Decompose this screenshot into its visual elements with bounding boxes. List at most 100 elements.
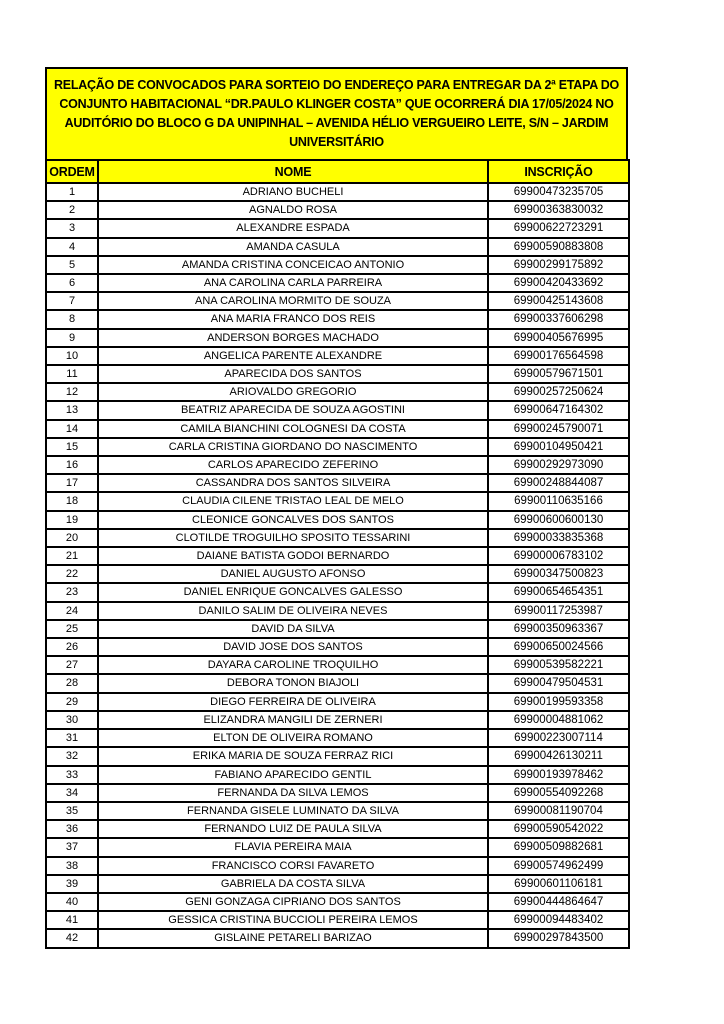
nome-cell: ERIKA MARIA DE SOUZA FERRAZ RICI	[97, 746, 489, 767]
table-row: 39 GABRIELA DA COSTA SILVA 6990060110618…	[45, 873, 630, 894]
nome-cell: CARLA CRISTINA GIORDANO DO NASCIMENTO	[97, 436, 489, 458]
table-row: 5 AMANDA CRISTINA CONCEICAO ANTONIO 6990…	[45, 254, 630, 276]
table-row: 20 CLOTILDE TROGUILHO SPOSITO TESSARINI …	[45, 527, 630, 549]
ordem-cell: 22	[45, 564, 99, 585]
ordem-cell: 40	[45, 891, 99, 913]
inscricao-cell: 69900473235705	[487, 181, 630, 203]
convocados-sheet: RELAÇÃO DE CONVOCADOS PARA SORTEIO DO EN…	[45, 67, 630, 949]
nome-cell: DAYARA CAROLINE TROQUILHO	[97, 655, 489, 676]
inscricao-cell: 69900299175892	[487, 254, 630, 276]
table-row: 34 FERNANDA DA SILVA LEMOS 6990055409226…	[45, 782, 630, 803]
inscricao-cell: 69900650024566	[487, 637, 630, 658]
inscricao-cell: 69900193978462	[487, 764, 630, 785]
ordem-cell: 41	[45, 910, 99, 931]
ordem-cell: 3	[45, 218, 99, 239]
nome-cell: ANA CAROLINA MORMITO DE SOUZA	[97, 291, 489, 312]
ordem-cell: 20	[45, 527, 99, 549]
inscricao-cell: 69900199593358	[487, 691, 630, 712]
table-row: 10 ANGELICA PARENTE ALEXANDRE 6990017656…	[45, 345, 630, 367]
ordem-cell: 11	[45, 364, 99, 385]
ordem-cell: 29	[45, 691, 99, 712]
ordem-cell: 6	[45, 273, 99, 294]
ordem-cell: 4	[45, 236, 99, 257]
ordem-cell: 34	[45, 782, 99, 803]
ordem-cell: 5	[45, 254, 99, 276]
ordem-cell: 31	[45, 728, 99, 749]
nome-cell: BEATRIZ APARECIDA DE SOUZA AGOSTINI	[97, 400, 489, 421]
inscricao-cell: 69900094483402	[487, 910, 630, 931]
table-header: ORDEM NOME INSCRIÇÃO	[45, 159, 630, 184]
nome-cell: ADRIANO BUCHELI	[97, 181, 489, 203]
nome-cell: FLAVIA PEREIRA MAIA	[97, 837, 489, 858]
ordem-cell: 42	[45, 928, 99, 949]
table-row: 17 CASSANDRA DOS SANTOS SILVEIRA 6990024…	[45, 473, 630, 494]
nome-cell: ANA CAROLINA CARLA PARREIRA	[97, 273, 489, 294]
ordem-cell: 32	[45, 746, 99, 767]
table-row: 16 CARLOS APARECIDO ZEFERINO 69900292973…	[45, 455, 630, 476]
nome-cell: GISLAINE PETARELI BARIZAO	[97, 928, 489, 949]
column-header-inscricao: INSCRIÇÃO	[487, 159, 630, 184]
nome-cell: GESSICA CRISTINA BUCCIOLI PEREIRA LEMOS	[97, 910, 489, 931]
nome-cell: APARECIDA DOS SANTOS	[97, 364, 489, 385]
ordem-cell: 8	[45, 309, 99, 330]
table-row: 2 AGNALDO ROSA 69900363830032	[45, 200, 630, 221]
inscricao-cell: 69900337606298	[487, 309, 630, 330]
nome-cell: ELTON DE OLIVEIRA ROMANO	[97, 728, 489, 749]
table-row: 11 APARECIDA DOS SANTOS 69900579671501	[45, 364, 630, 385]
ordem-cell: 23	[45, 582, 99, 603]
nome-cell: CASSANDRA DOS SANTOS SILVEIRA	[97, 473, 489, 494]
table-row: 36 FERNANDO LUIZ DE PAULA SILVA 69900590…	[45, 819, 630, 840]
table-row: 42 GISLAINE PETARELI BARIZAO 69900297843…	[45, 928, 630, 949]
inscricao-cell: 69900425143608	[487, 291, 630, 312]
nome-cell: ANGELICA PARENTE ALEXANDRE	[97, 345, 489, 367]
nome-cell: FERNANDA DA SILVA LEMOS	[97, 782, 489, 803]
inscricao-cell: 69900426130211	[487, 746, 630, 767]
ordem-cell: 2	[45, 200, 99, 221]
nome-cell: DANILO SALIM DE OLIVEIRA NEVES	[97, 600, 489, 621]
inscricao-cell: 69900622723291	[487, 218, 630, 239]
table-row: 29 DIEGO FERREIRA DE OLIVEIRA 6990019959…	[45, 691, 630, 712]
ordem-cell: 27	[45, 655, 99, 676]
inscricao-cell: 69900420433692	[487, 273, 630, 294]
inscricao-cell: 69900292973090	[487, 455, 630, 476]
table-row: 21 DAIANE BATISTA GODOI BERNARDO 6990000…	[45, 546, 630, 567]
inscricao-cell: 69900081190704	[487, 800, 630, 822]
table-row: 9 ANDERSON BORGES MACHADO 69900405676995	[45, 327, 630, 348]
ordem-cell: 15	[45, 436, 99, 458]
nome-cell: DANIEL ENRIQUE GONCALVES GALESSO	[97, 582, 489, 603]
table-row: 14 CAMILA BIANCHINI COLOGNESI DA COSTA 6…	[45, 418, 630, 439]
ordem-cell: 13	[45, 400, 99, 421]
table-row: 18 CLAUDIA CILENE TRISTAO LEAL DE MELO 6…	[45, 491, 630, 512]
inscricao-cell: 69900176564598	[487, 345, 630, 367]
nome-cell: AGNALDO ROSA	[97, 200, 489, 221]
header-row: ORDEM NOME INSCRIÇÃO	[45, 159, 630, 184]
ordem-cell: 18	[45, 491, 99, 512]
table-row: 7 ANA CAROLINA MORMITO DE SOUZA 69900425…	[45, 291, 630, 312]
inscricao-cell: 69900363830032	[487, 200, 630, 221]
nome-cell: GABRIELA DA COSTA SILVA	[97, 873, 489, 894]
ordem-cell: 33	[45, 764, 99, 785]
nome-cell: ELIZANDRA MANGILI DE ZERNERI	[97, 709, 489, 731]
inscricao-cell: 69900479504531	[487, 673, 630, 694]
ordem-cell: 9	[45, 327, 99, 348]
table-row: 23 DANIEL ENRIQUE GONCALVES GALESSO 6990…	[45, 582, 630, 603]
table-row: 28 DEBORA TONON BIAJOLI 69900479504531	[45, 673, 630, 694]
ordem-cell: 28	[45, 673, 99, 694]
table-row: 25 DAVID DA SILVA 69900350963367	[45, 618, 630, 640]
table-row: 41 GESSICA CRISTINA BUCCIOLI PEREIRA LEM…	[45, 910, 630, 931]
inscricao-cell: 69900574962499	[487, 855, 630, 876]
ordem-cell: 37	[45, 837, 99, 858]
ordem-cell: 12	[45, 382, 99, 403]
nome-cell: CLAUDIA CILENE TRISTAO LEAL DE MELO	[97, 491, 489, 512]
convocados-table: ORDEM NOME INSCRIÇÃO 1 ADRIANO BUCHELI 6…	[45, 159, 630, 949]
nome-cell: ARIOVALDO GREGORIO	[97, 382, 489, 403]
table-row: 4 AMANDA CASULA 69900590883808	[45, 236, 630, 257]
nome-cell: CARLOS APARECIDO ZEFERINO	[97, 455, 489, 476]
ordem-cell: 10	[45, 345, 99, 367]
nome-cell: AMANDA CRISTINA CONCEICAO ANTONIO	[97, 254, 489, 276]
table-row: 35 FERNANDA GISELE LUMINATO DA SILVA 699…	[45, 800, 630, 822]
inscricao-cell: 69900600600130	[487, 509, 630, 530]
nome-cell: DEBORA TONON BIAJOLI	[97, 673, 489, 694]
table-row: 6 ANA CAROLINA CARLA PARREIRA 6990042043…	[45, 273, 630, 294]
ordem-cell: 24	[45, 600, 99, 621]
